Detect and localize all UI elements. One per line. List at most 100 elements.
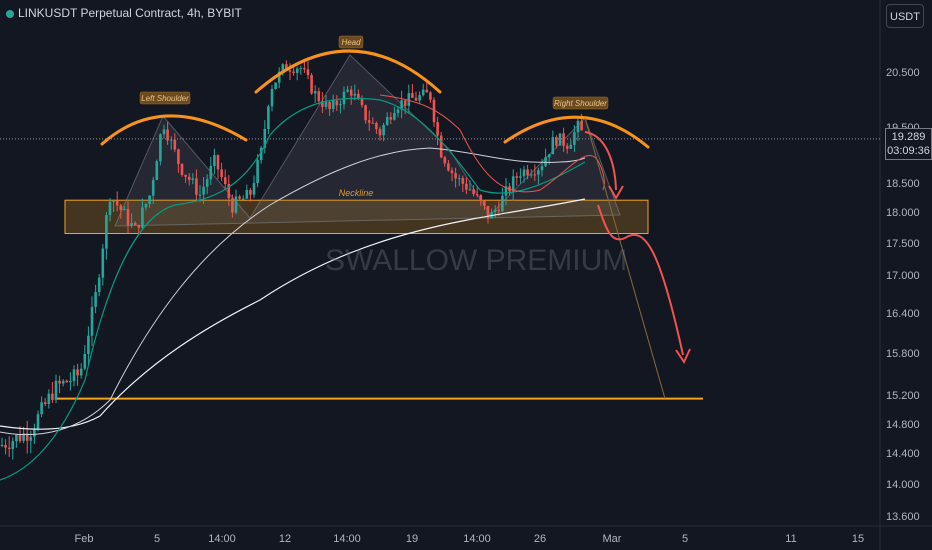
- candle: [393, 112, 396, 120]
- candle: [569, 144, 573, 149]
- x-tick-label: 5: [154, 533, 160, 545]
- candle: [43, 402, 47, 404]
- left-shoulder-label: Left Shoulder: [141, 94, 189, 103]
- candle: [285, 64, 288, 71]
- candle: [141, 207, 144, 228]
- candle: [457, 178, 461, 180]
- candle: [371, 122, 375, 124]
- candle: [511, 176, 515, 192]
- candle: [72, 369, 76, 381]
- candle: [288, 70, 292, 72]
- candle: [4, 444, 7, 448]
- candle: [555, 137, 558, 146]
- candle: [310, 75, 313, 94]
- candle: [238, 196, 241, 199]
- candle: [346, 89, 349, 92]
- candle: [472, 189, 475, 195]
- candle: [198, 194, 202, 196]
- candle: [22, 433, 25, 441]
- candle: [389, 117, 393, 120]
- candle: [69, 380, 72, 383]
- symbol-title-text: LINKUSDT Perpetual Contract, 4h, BYBIT: [18, 6, 242, 20]
- candle: [209, 165, 213, 180]
- candle: [515, 176, 519, 178]
- candle: [551, 137, 555, 155]
- candle: [465, 183, 468, 190]
- candle: [252, 183, 256, 195]
- currency-button[interactable]: USDT: [886, 4, 924, 28]
- candle: [533, 174, 537, 176]
- candle: [493, 209, 497, 213]
- candle: [126, 208, 130, 226]
- candle: [205, 179, 209, 187]
- candle: [267, 106, 270, 130]
- candle: [443, 157, 447, 164]
- pattern-fill: [114, 54, 621, 227]
- candle: [259, 147, 263, 161]
- candle: [177, 149, 180, 164]
- x-tick-label: 12: [279, 533, 291, 545]
- candle: [303, 68, 306, 70]
- candle: [378, 129, 382, 136]
- bar-countdown: 03:09:36: [887, 145, 930, 157]
- candle: [241, 198, 245, 200]
- candle: [425, 89, 429, 93]
- candle: [537, 170, 540, 175]
- candle: [544, 157, 547, 167]
- candle: [450, 170, 454, 174]
- candle: [155, 161, 159, 181]
- x-tick-label: 11: [785, 533, 796, 545]
- candle: [187, 176, 191, 180]
- candle: [461, 178, 465, 184]
- candle: [576, 120, 580, 133]
- candle: [15, 434, 18, 442]
- x-tick-label: Mar: [603, 533, 622, 545]
- candle: [519, 176, 522, 178]
- candle: [54, 380, 58, 400]
- candle: [407, 93, 411, 106]
- x-tick-label: 15: [852, 533, 864, 545]
- candle: [475, 194, 479, 196]
- candle: [411, 93, 414, 98]
- y-tick-label: 14.400: [886, 448, 920, 460]
- x-tick-label: 26: [534, 533, 546, 545]
- candle: [123, 208, 126, 211]
- neckline-label: Neckline: [339, 188, 374, 198]
- x-tick-label: 14:00: [333, 533, 361, 545]
- forecast-arrow-2: [597, 204, 684, 356]
- candle: [180, 163, 184, 175]
- candle: [79, 368, 83, 376]
- left-shoulder-arc: [100, 114, 248, 146]
- symbol-title: LINKUSDT Perpetual Contract, 4h, BYBIT: [6, 6, 242, 20]
- candle: [184, 174, 187, 177]
- x-tick-label: 5: [682, 533, 688, 545]
- candle: [317, 91, 321, 102]
- y-tick-label: 13.600: [886, 511, 920, 523]
- y-tick-label: 17.500: [886, 238, 920, 250]
- candle: [321, 101, 324, 107]
- candle: [270, 88, 274, 107]
- candle: [151, 180, 155, 196]
- y-tick-label: 17.000: [886, 270, 920, 282]
- candle: [36, 414, 40, 430]
- candle: [94, 292, 97, 307]
- candle: [162, 129, 166, 135]
- candle: [292, 71, 295, 73]
- candle: [274, 82, 277, 89]
- candle: [256, 160, 259, 184]
- candle: [504, 186, 508, 196]
- y-tick-label: 18.500: [886, 178, 920, 190]
- candle: [439, 135, 443, 158]
- candle: [223, 177, 227, 185]
- candle: [486, 205, 490, 219]
- candle: [231, 198, 234, 213]
- y-tick-label: 18.000: [886, 207, 920, 219]
- y-tick-label: 15.200: [886, 390, 920, 402]
- candle: [299, 68, 303, 70]
- forecast-arrowhead-2: [675, 348, 691, 365]
- candle: [454, 173, 457, 179]
- candle: [400, 100, 403, 110]
- x-tick-label: Feb: [75, 533, 94, 545]
- y-tick-label: 14.000: [886, 479, 920, 491]
